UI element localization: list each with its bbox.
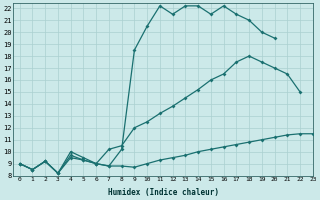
X-axis label: Humidex (Indice chaleur): Humidex (Indice chaleur): [108, 188, 219, 197]
